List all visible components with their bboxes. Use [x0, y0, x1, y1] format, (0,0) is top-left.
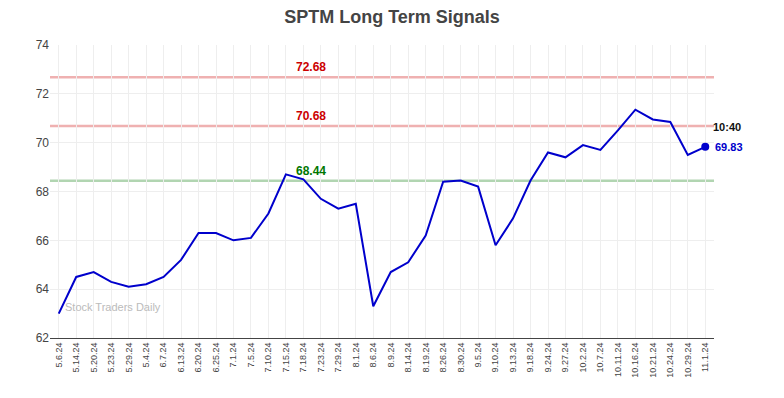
svg-text:8.26.24: 8.26.24 — [438, 343, 448, 373]
svg-text:8.30.24: 8.30.24 — [456, 343, 466, 373]
svg-text:6.13.24: 6.13.24 — [176, 343, 186, 373]
svg-text:10.21.24: 10.21.24 — [648, 343, 658, 378]
svg-text:10.24.24: 10.24.24 — [665, 343, 675, 378]
svg-text:64: 64 — [36, 282, 50, 296]
svg-text:8.14.24: 8.14.24 — [403, 343, 413, 373]
svg-text:9.13.24: 9.13.24 — [508, 343, 518, 373]
svg-text:8.9.24: 8.9.24 — [386, 343, 396, 368]
svg-text:72.68: 72.68 — [296, 60, 326, 74]
svg-text:10:40: 10:40 — [713, 121, 741, 133]
svg-text:8.19.24: 8.19.24 — [421, 343, 431, 373]
svg-text:10.11.24: 10.11.24 — [613, 343, 623, 377]
svg-text:Stock Traders Daily: Stock Traders Daily — [65, 301, 161, 313]
svg-text:9.18.24: 9.18.24 — [525, 343, 535, 373]
svg-text:10.16.24: 10.16.24 — [630, 343, 640, 378]
svg-text:72: 72 — [36, 87, 50, 101]
svg-text:68.44: 68.44 — [296, 164, 326, 178]
svg-text:10.2.24: 10.2.24 — [578, 343, 588, 373]
svg-text:9.10.24: 9.10.24 — [491, 343, 501, 373]
svg-text:9.27.24: 9.27.24 — [560, 343, 570, 373]
svg-text:7.23.24: 7.23.24 — [316, 343, 326, 373]
svg-text:7.29.24: 7.29.24 — [333, 343, 343, 373]
svg-text:7.18.24: 7.18.24 — [298, 343, 308, 373]
svg-text:70.68: 70.68 — [296, 109, 326, 123]
svg-text:9.24.24: 9.24.24 — [543, 343, 553, 373]
svg-text:5.23.24: 5.23.24 — [106, 343, 116, 373]
svg-text:8.6.24: 8.6.24 — [368, 343, 378, 368]
svg-text:8.1.24: 8.1.24 — [351, 343, 361, 368]
svg-text:7.5.24: 7.5.24 — [246, 343, 256, 368]
svg-text:9.5.24: 9.5.24 — [473, 343, 483, 368]
svg-text:11.1.24: 11.1.24 — [700, 343, 710, 372]
svg-text:10.7.24: 10.7.24 — [595, 343, 605, 373]
svg-text:SPTM Long Term Signals: SPTM Long Term Signals — [284, 7, 500, 27]
svg-text:5.29.24: 5.29.24 — [124, 343, 134, 373]
svg-text:6.20.24: 6.20.24 — [193, 343, 203, 373]
svg-text:7.10.24: 7.10.24 — [263, 343, 273, 373]
svg-text:68: 68 — [36, 185, 50, 199]
svg-text:6.7.24: 6.7.24 — [159, 343, 169, 368]
svg-text:62: 62 — [36, 331, 50, 345]
svg-text:70: 70 — [36, 136, 50, 150]
svg-text:7.15.24: 7.15.24 — [281, 343, 291, 373]
svg-text:74: 74 — [36, 38, 50, 52]
svg-text:69.83: 69.83 — [715, 141, 743, 153]
svg-text:5.14.24: 5.14.24 — [71, 343, 81, 373]
svg-text:5.20.24: 5.20.24 — [89, 343, 99, 373]
svg-text:66: 66 — [36, 234, 50, 248]
svg-text:5.6.24: 5.6.24 — [54, 343, 64, 368]
svg-text:6.25.24: 6.25.24 — [211, 343, 221, 373]
svg-text:7.1.24: 7.1.24 — [228, 343, 238, 368]
svg-text:5.4.24: 5.4.24 — [141, 343, 151, 368]
svg-text:10.29.24: 10.29.24 — [683, 343, 693, 378]
